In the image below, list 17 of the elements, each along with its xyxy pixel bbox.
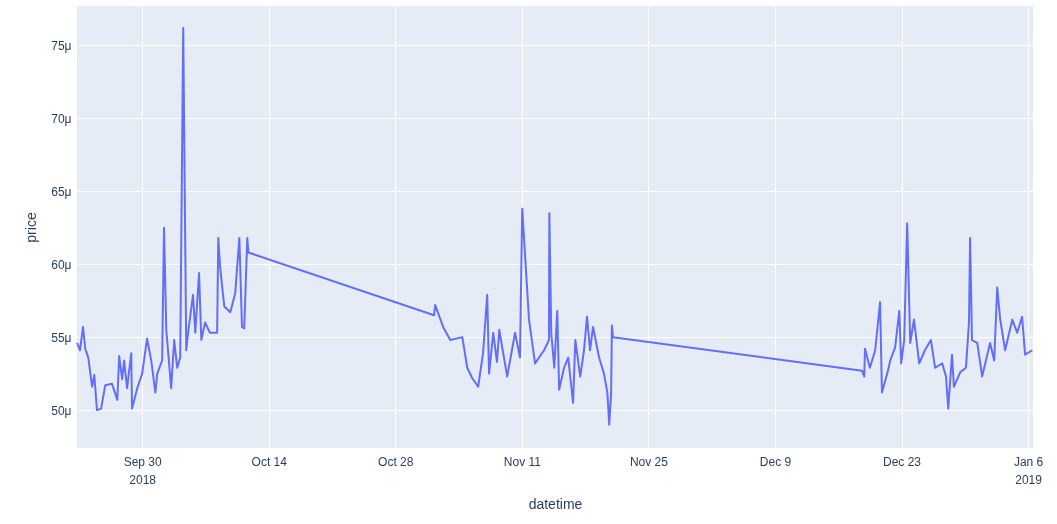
y-axis-title: price xyxy=(23,212,40,243)
y-tick-label: 70μ xyxy=(51,111,72,126)
x-tick-label: Oct 14 xyxy=(251,454,288,469)
line-series xyxy=(76,26,1034,426)
y-tick-label: 65μ xyxy=(51,184,72,199)
x-tick-label: Dec 23 xyxy=(883,454,922,469)
y-tick-label: 60μ xyxy=(51,257,72,272)
x-tick-label: Nov 11 xyxy=(503,454,542,469)
x-tick-label: Jan 6 2019 xyxy=(1013,454,1044,487)
y-tick-label: 50μ xyxy=(51,403,72,418)
x-axis-title: datetime xyxy=(528,495,583,512)
y-tick-label: 75μ xyxy=(51,38,72,53)
x-tick-label: Dec 9 xyxy=(759,454,792,469)
x-tick-label: Sep 30 2018 xyxy=(123,454,162,487)
y-tick-label: 55μ xyxy=(51,330,72,345)
x-tick-label: Nov 25 xyxy=(629,454,669,469)
x-tick-label: Oct 28 xyxy=(378,454,414,469)
